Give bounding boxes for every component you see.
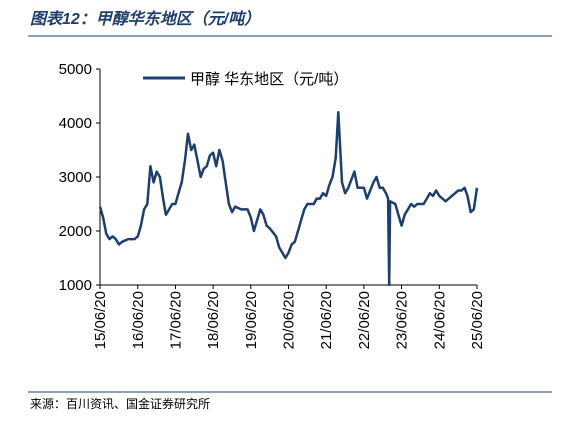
x-tick-label: 16/06/20 (130, 291, 147, 349)
y-tick-label: 4000 (59, 115, 92, 132)
x-tick-label: 25/06/20 (469, 291, 486, 349)
y-tick-label: 2000 (59, 223, 92, 240)
x-tick-label: 21/06/20 (318, 291, 335, 349)
x-tick-label: 20/06/20 (281, 291, 298, 349)
x-tick-label: 17/06/20 (167, 291, 184, 349)
y-tick-label: 3000 (59, 169, 92, 186)
x-tick-label: 24/06/20 (431, 291, 448, 349)
x-tick-label: 18/06/20 (205, 291, 222, 349)
y-tick-label: 5000 (59, 61, 92, 78)
x-tick-label: 15/06/20 (92, 291, 109, 349)
y-tick-label: 1000 (59, 277, 92, 294)
chart-title: 图表12：甲醇华东地区（元/吨） (30, 9, 260, 28)
x-tick-label: 22/06/20 (356, 291, 373, 349)
line (98, 110, 479, 287)
x-tick-label: 19/06/20 (243, 291, 260, 349)
legend-label: 甲醇 华东地区（元/吨） (190, 71, 348, 88)
source: 来源：百川资讯、国金证券研究所 (30, 396, 210, 411)
x-tick-label: 23/06/20 (394, 291, 411, 349)
